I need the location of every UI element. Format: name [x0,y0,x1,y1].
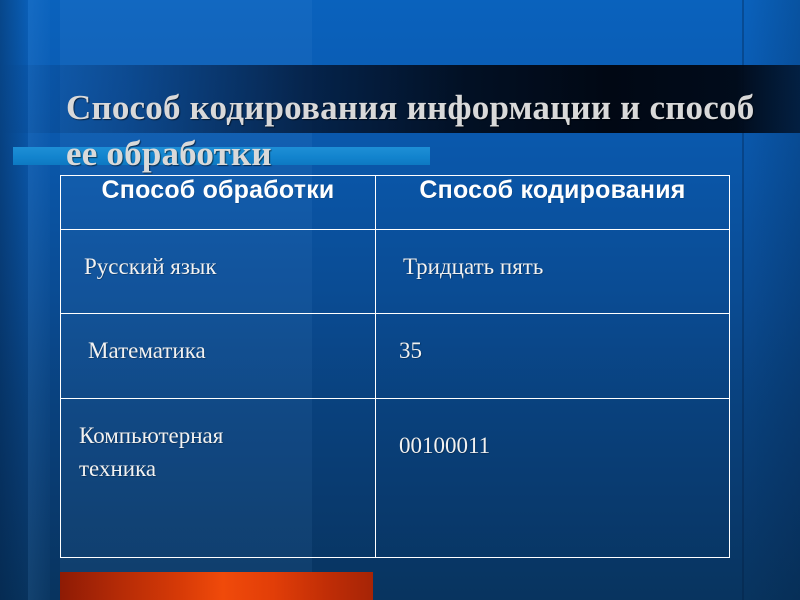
bottom-accent-bar [60,572,373,600]
cell-processing-method-1: Русский язык [60,229,376,314]
content-table: Способ обработки Способ кодирования Русс… [60,175,730,558]
table-header: Способ обработки Способ кодирования [60,175,730,230]
content-table-wrapper: Способ обработки Способ кодирования Русс… [60,175,730,558]
title-banner [0,65,800,133]
cell-encoding-method-2: 35 [375,313,730,399]
column-header-encoding-method: Способ кодирования [375,175,730,230]
cell-text: Компьютерная техника [79,423,224,481]
cell-encoding-method-3: 00100011 [375,398,730,558]
cell-processing-method-3: Компьютерная техника [60,398,376,558]
table-row: Компьютерная техника 00100011 [60,398,730,558]
cell-processing-method-2: Математика [60,313,376,399]
slide-title: Способ кодирования информации и способ е… [66,88,755,174]
cell-encoding-method-1: Тридцать пять [375,229,730,314]
cell-text: Русский язык [84,254,217,279]
table-row: Русский язык Тридцать пять [60,229,730,314]
cell-text: Тридцать пять [403,254,544,279]
table-row: Математика 35 [60,313,730,399]
table-header-row: Способ обработки Способ кодирования [60,175,730,230]
table-body: Русский язык Тридцать пять Математика 35 [60,229,730,558]
cell-text: 35 [399,338,422,363]
cell-text: Математика [88,338,206,363]
column-header-processing-method: Способ обработки [60,175,376,230]
cell-text: 00100011 [399,433,491,458]
title-accent-bar [13,147,430,165]
